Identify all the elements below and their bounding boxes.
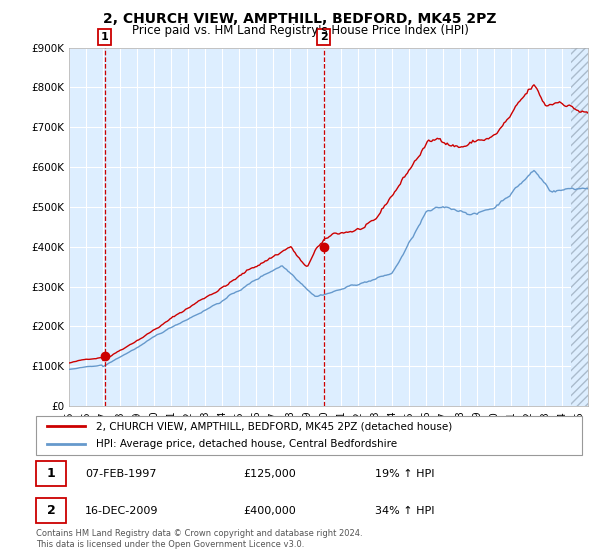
Text: 2, CHURCH VIEW, AMPTHILL, BEDFORD, MK45 2PZ: 2, CHURCH VIEW, AMPTHILL, BEDFORD, MK45 …: [103, 12, 497, 26]
Text: HPI: Average price, detached house, Central Bedfordshire: HPI: Average price, detached house, Cent…: [96, 439, 397, 449]
Text: 16-DEC-2009: 16-DEC-2009: [85, 506, 158, 516]
Text: £400,000: £400,000: [244, 506, 296, 516]
FancyBboxPatch shape: [36, 461, 66, 486]
Text: 2, CHURCH VIEW, AMPTHILL, BEDFORD, MK45 2PZ (detached house): 2, CHURCH VIEW, AMPTHILL, BEDFORD, MK45 …: [96, 421, 452, 431]
FancyBboxPatch shape: [36, 498, 66, 523]
Text: Price paid vs. HM Land Registry's House Price Index (HPI): Price paid vs. HM Land Registry's House …: [131, 24, 469, 36]
Text: 34% ↑ HPI: 34% ↑ HPI: [374, 506, 434, 516]
Text: 19% ↑ HPI: 19% ↑ HPI: [374, 469, 434, 479]
FancyBboxPatch shape: [36, 416, 582, 455]
Bar: [571, 48, 588, 406]
Text: 1: 1: [101, 32, 109, 42]
Text: 07-FEB-1997: 07-FEB-1997: [85, 469, 157, 479]
Text: 1: 1: [47, 467, 55, 480]
Text: 2: 2: [320, 32, 328, 42]
Text: 2: 2: [47, 504, 55, 517]
Text: Contains HM Land Registry data © Crown copyright and database right 2024.
This d: Contains HM Land Registry data © Crown c…: [36, 529, 362, 549]
Text: £125,000: £125,000: [244, 469, 296, 479]
